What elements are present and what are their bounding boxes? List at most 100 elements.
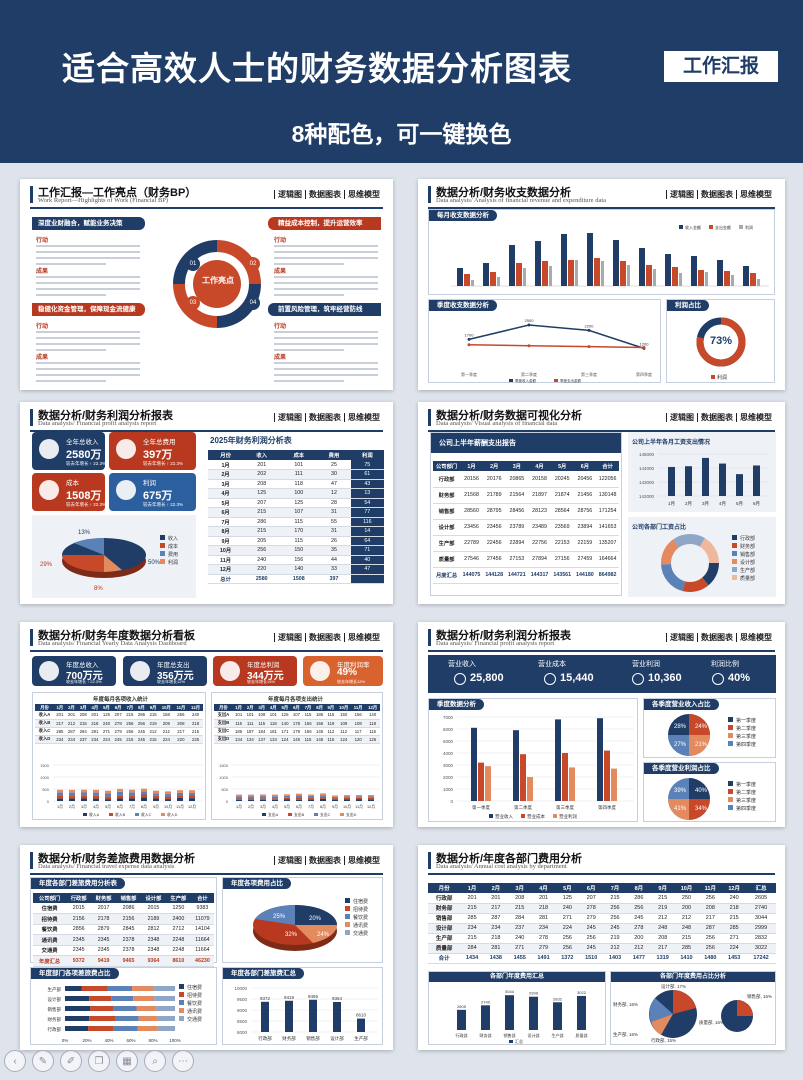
stack-seg	[332, 795, 338, 797]
bar	[478, 762, 484, 801]
pie-label: 20%	[309, 916, 322, 922]
chart-label: 9364	[332, 996, 343, 1001]
tag: 数据图表	[305, 413, 344, 422]
card-visual-analysis[interactable]: 数据分析/财务数据可视化分析 Data analysis/ Visual ana…	[418, 402, 785, 604]
pie-label: 25%	[273, 914, 286, 920]
bar	[646, 265, 652, 286]
card-header: 工作汇报—工作亮点（财务BP） Work Report—Highlights o…	[30, 183, 383, 209]
bar	[569, 767, 575, 801]
stack-seg	[356, 794, 362, 797]
pie-label: 24%	[695, 724, 708, 730]
text-line	[36, 362, 140, 364]
table-row: 5月 207 125 28 54	[208, 498, 384, 508]
legend-item: 收入	[160, 535, 178, 543]
chart-label: 质量部	[576, 1032, 588, 1038]
travel-pie-section: 年度各项费用占比 25% 20% 32% 24% 住宿费 招待费 餐饮费 通讯费 交通费	[222, 877, 383, 963]
stack-seg	[141, 794, 147, 798]
prev-icon[interactable]: ‹	[4, 1050, 26, 1072]
pie-label: 28%	[674, 724, 687, 730]
travel-pie-3d	[253, 905, 337, 951]
chart-label: 财务部	[282, 1035, 296, 1042]
bar	[620, 261, 626, 286]
card-dept-cost[interactable]: 数据分析/年度各部门费用分析 Data analysis/ Annual cos…	[418, 845, 785, 1050]
chart-label: 3月	[702, 501, 709, 507]
card-yearly-dashboard[interactable]: 数据分析/财务年度数据分析看板 Data analysis/ Financial…	[20, 622, 393, 827]
card-travel-expense[interactable]: 数据分析/财务差旅费用数据分析 Data analysis/ Financial…	[20, 845, 393, 1050]
card-profit-report[interactable]: 数据分析/财务利润分析报表 Data analysis/ Financial p…	[20, 402, 393, 604]
stack-seg	[138, 1016, 158, 1021]
chart-label: 财务部	[48, 1016, 62, 1023]
legend-swatch	[135, 813, 139, 816]
chart-label: 9月	[332, 804, 338, 809]
chart-label: 5月	[105, 804, 111, 809]
card-title: 数据分析/财务年度数据分析看板	[38, 630, 196, 642]
stack-seg	[65, 986, 82, 991]
chart-label: 2500	[525, 318, 535, 323]
card-profit-analysis[interactable]: 数据分析/财务利润分析报表 Data analysis/ Financial p…	[418, 622, 785, 827]
card-work-highlights[interactable]: 工作汇报—工作亮点（财务BP） Work Report—Highlights o…	[20, 179, 393, 390]
stack-seg	[129, 798, 135, 801]
stack-seg	[248, 794, 254, 797]
stack-seg	[153, 790, 159, 794]
section-head: 各季度营业收入占比	[644, 699, 719, 710]
stack-seg	[368, 796, 374, 798]
monthly-salary-bar: 145000 144000 143000 142000 1月 2月 3月 4月 5月 6月	[639, 452, 768, 507]
legend-swatch	[314, 813, 318, 816]
card-header: 数据分析/财务数据可视化分析 Data analysis/ Visual ana…	[428, 406, 775, 432]
card-revenue-expenditure[interactable]: 数据分析/财务收支数据分析 Data analysis/ Analysis of…	[418, 179, 785, 390]
chart-label: 6000	[443, 727, 454, 732]
table-row: 销售部 28560 28795 28456 28123 28564 28756 171254	[433, 503, 619, 520]
stack-seg	[113, 1006, 137, 1011]
pencil-icon[interactable]: ✎	[32, 1050, 54, 1072]
chart-label: 利润	[745, 224, 753, 230]
stack-seg	[356, 797, 362, 800]
chart-label: 9419	[284, 995, 295, 1000]
chart-label: 2999	[529, 991, 539, 996]
bar	[719, 463, 726, 496]
chart-label: 60%	[126, 1038, 135, 1043]
tag: 数据图表	[697, 633, 736, 642]
zoom-icon[interactable]: ⌕	[144, 1050, 166, 1072]
dept-sum-bar: 2605 行政部 2740 财务部 3044 销售部 2999 设计部 2832 生产部 3022 质…	[456, 989, 588, 1044]
pen-icon[interactable]: ✐	[60, 1050, 82, 1072]
stack-seg	[236, 794, 242, 797]
legend-item: 招待费	[179, 992, 202, 1000]
tag: 逻辑图	[666, 190, 697, 199]
stack-seg	[81, 795, 87, 799]
dept-share-section: 年度部门各项差旅费占比 生产部 设计部 销售部 财务部 行政部 0% 20% 40% 60% 80…	[30, 967, 217, 1045]
toolbar-icons[interactable]: ‹ ✎ ✐ ❐ ▦ ⌕ ⋯	[4, 1050, 200, 1076]
table-row: 生产部 22789 22456 22894 22756 22153 22159 135207	[433, 535, 619, 552]
more-icon[interactable]: ⋯	[172, 1050, 194, 1072]
stack-seg	[69, 789, 75, 793]
stack-seg	[308, 799, 314, 801]
chart-label: 收入C	[141, 812, 152, 817]
card-title: 数据分析/财务数据可视化分析	[436, 410, 583, 422]
bar	[483, 263, 489, 286]
action-label: 行动	[274, 238, 287, 244]
kpi-card: 全年总收入 2580万 较去年增长 ↑ 22.3%	[32, 432, 106, 470]
copy-icon[interactable]: ❐	[88, 1050, 110, 1072]
stack-seg	[133, 996, 155, 1001]
grid-icon[interactable]: ▦	[116, 1050, 138, 1072]
bar	[555, 719, 561, 801]
legend-swatch	[109, 813, 113, 816]
stack-seg	[141, 788, 147, 792]
chart-label: 支出A	[268, 812, 279, 817]
salary-table: 公司部门 1月 2月 3月 4月 5月 6月 合计 行政部 20156 20176 20865 2015…	[433, 461, 619, 584]
stack-seg	[115, 1016, 139, 1021]
chart-label: 2000	[443, 775, 454, 780]
step-number: 04	[246, 296, 260, 310]
chart-label: 7000	[443, 715, 454, 720]
table-row: 8月 215 170 31 14	[208, 526, 384, 537]
chart-label: 5月	[736, 501, 743, 507]
result-label: 成果	[36, 269, 49, 275]
stack-seg	[332, 796, 338, 799]
stack-seg	[165, 791, 171, 795]
text-line	[274, 288, 378, 290]
action-label: 行动	[274, 324, 287, 330]
bar	[594, 258, 600, 286]
table-row: 行政部 20156 20176 20865 20158 20245 20456 122056	[433, 471, 619, 488]
highlight-head: 精益成本控制，提升运营效率	[268, 217, 381, 230]
table-row: 7月 286 115 55 116	[208, 517, 384, 527]
bar	[520, 754, 526, 801]
